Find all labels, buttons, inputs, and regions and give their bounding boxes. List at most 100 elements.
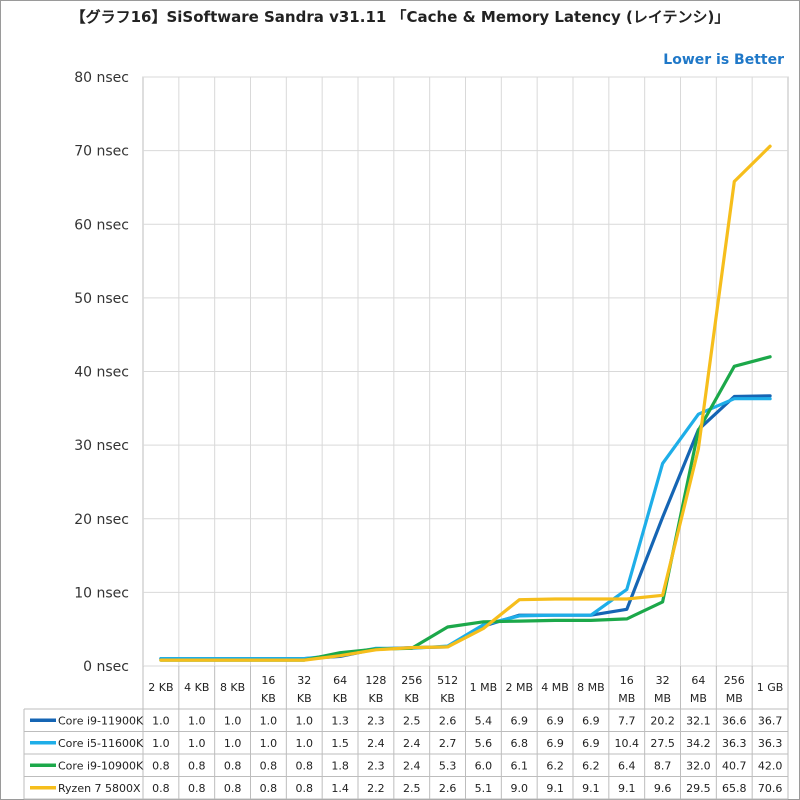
data-label: 0.8 [224,782,242,795]
y-axis: 0 nsec 10 nsec 20 nsec 30 nsec 40 nsec 50 nse… [74,70,129,675]
x-tick-label: 4 KB [184,681,209,694]
data-label: 29.5 [686,782,711,795]
data-label: 40.7 [722,760,747,773]
data-label: 1.0 [152,715,170,728]
data-label: 0.8 [152,782,170,795]
data-label: 9.1 [582,782,600,795]
data-label: 5.4 [475,715,493,728]
x-tick-label: 2 MB [505,681,533,694]
y-tick-label: 70 nsec [74,144,129,160]
y-tick-label: 10 nsec [74,585,129,601]
data-label: 1.8 [331,760,349,773]
data-label: 2.4 [367,737,385,750]
data-label: 6.9 [582,715,600,728]
x-tick-label: 256 KB [401,674,422,705]
data-label: 32.1 [686,715,711,728]
data-label: 1.0 [188,737,206,750]
data-label: 6.1 [511,760,529,773]
data-label: 1.0 [260,715,278,728]
y-tick-label: 0 nsec [83,659,129,675]
data-label: 6.4 [618,760,636,773]
data-label: 2.4 [403,737,421,750]
data-label: 6.2 [546,760,564,773]
legend-label: Ryzen 7 5800X [58,782,141,795]
x-tick-label: 2 KB [148,681,173,694]
data-label: 9.6 [654,782,672,795]
data-label: 0.8 [188,760,206,773]
data-label: 9.0 [511,782,529,795]
y-tick-label: 20 nsec [74,512,129,528]
data-label: 6.9 [511,715,529,728]
data-label: 9.1 [618,782,636,795]
data-label: 2.3 [367,760,385,773]
x-tick-label: 8 MB [577,681,605,694]
data-label: 2.6 [439,715,457,728]
data-label: 1.5 [331,737,349,750]
data-label: 36.6 [722,715,747,728]
lower-is-better-note: Lower is Better [663,52,784,68]
data-label: 34.2 [686,737,711,750]
data-label: 1.3 [331,715,349,728]
data-label: 2.7 [439,737,457,750]
data-label: 2.5 [403,715,421,728]
series-lines [159,144,772,662]
data-label: 0.8 [188,782,206,795]
data-label: 65.8 [722,782,747,795]
data-label: 9.1 [546,782,564,795]
data-label: 6.8 [511,737,529,750]
data-label: 10.4 [615,737,640,750]
x-tick-label: 128 KB [365,674,386,705]
data-label: 1.0 [260,737,278,750]
y-tick-label: 50 nsec [74,291,129,307]
data-label: 7.7 [618,715,636,728]
data-label: 6.9 [582,737,600,750]
series-line [159,144,772,662]
x-tick-label: 16 KB [261,674,276,705]
legend-label: Core i9-11900K [58,715,144,728]
data-label: 1.0 [224,715,242,728]
data-label: 5.6 [475,737,493,750]
data-label: 1.0 [188,715,206,728]
chart-title: 【グラフ16】SiSoftware Sandra v31.11 「Cache &… [70,8,730,26]
data-label: 8.7 [654,760,672,773]
data-label: 2.6 [439,782,457,795]
data-label: 0.8 [260,782,278,795]
y-tick-label: 40 nsec [74,365,129,381]
y-tick-label: 60 nsec [74,217,129,233]
y-tick-label: 30 nsec [74,438,129,454]
data-label: 6.0 [475,760,493,773]
data-label: 2.5 [403,782,421,795]
x-tick-label: 8 KB [220,681,245,694]
data-table: 2 KB 4 KB 8 KB 16 KB 32 KB 64 KB 128 KB 256 KB 512 KB 1… [23,666,789,800]
data-label: 36.7 [758,715,783,728]
data-label: 27.5 [650,737,675,750]
data-label: 0.8 [152,760,170,773]
grid [142,76,789,667]
data-label: 2.3 [367,715,385,728]
x-tick-label: 1 MB [470,681,498,694]
legend-label: Core i9-10900K [58,760,144,773]
data-label: 5.3 [439,760,457,773]
x-tick-label: 4 MB [541,681,569,694]
data-label: 2.4 [403,760,421,773]
data-label: 70.6 [758,782,783,795]
data-label: 1.0 [296,737,314,750]
data-label: 0.8 [296,760,314,773]
x-tick-label: 1 GB [757,681,784,694]
x-tick-label: 32 MB [654,674,671,705]
x-tick-label: 32 KB [297,674,312,705]
data-label: 36.3 [722,737,747,750]
data-label: 1.0 [152,737,170,750]
data-label: 0.8 [260,760,278,773]
data-label: 6.9 [546,715,564,728]
data-label: 5.1 [475,782,493,795]
x-tick-label: 512 KB [437,674,458,705]
data-label: 36.3 [758,737,783,750]
y-tick-label: 80 nsec [74,70,129,86]
data-label: 6.9 [546,737,564,750]
data-label: 32.0 [686,760,711,773]
x-tick-label: 256 MB [724,674,745,705]
data-label: 6.2 [582,760,600,773]
data-label: 2.2 [367,782,385,795]
